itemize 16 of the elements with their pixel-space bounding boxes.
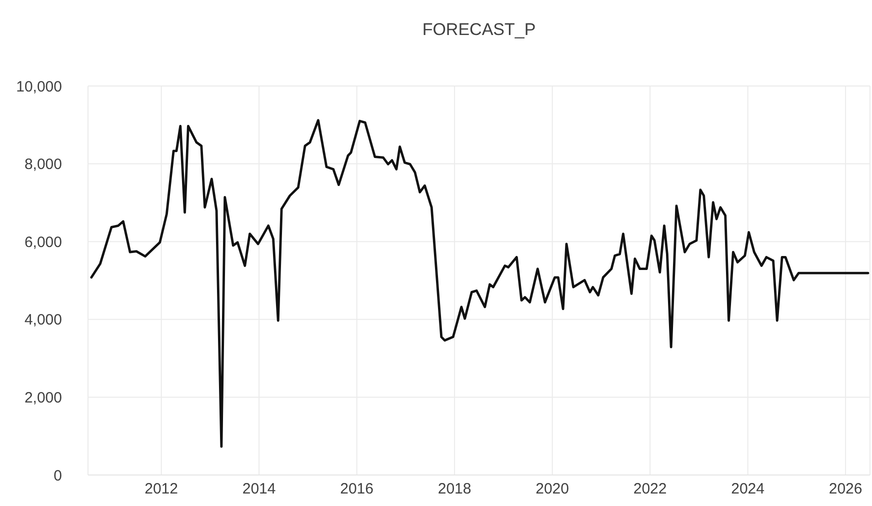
line-series — [90, 119, 870, 448]
x-tick-label: 2020 — [536, 480, 569, 498]
x-tick-label: 2014 — [242, 480, 276, 498]
x-tick-label: 2022 — [633, 480, 667, 498]
x-tick-label: 2012 — [144, 480, 178, 498]
y-tick-label: 8,000 — [24, 156, 62, 174]
y-tick-label: 10,000 — [16, 78, 62, 96]
x-tick-label: 2016 — [340, 480, 374, 498]
chart-title: FORECAST_P — [421, 20, 537, 40]
x-tick-label: 2018 — [438, 480, 472, 498]
x-tick-label: 2024 — [731, 480, 764, 498]
y-tick-label: 0 — [54, 467, 62, 484]
y-tick-label: 2,000 — [24, 390, 62, 407]
y-tick-label: 6,000 — [24, 234, 62, 251]
x-tick-label: 2026 — [828, 480, 862, 498]
y-tick-label: 4,000 — [24, 312, 62, 329]
